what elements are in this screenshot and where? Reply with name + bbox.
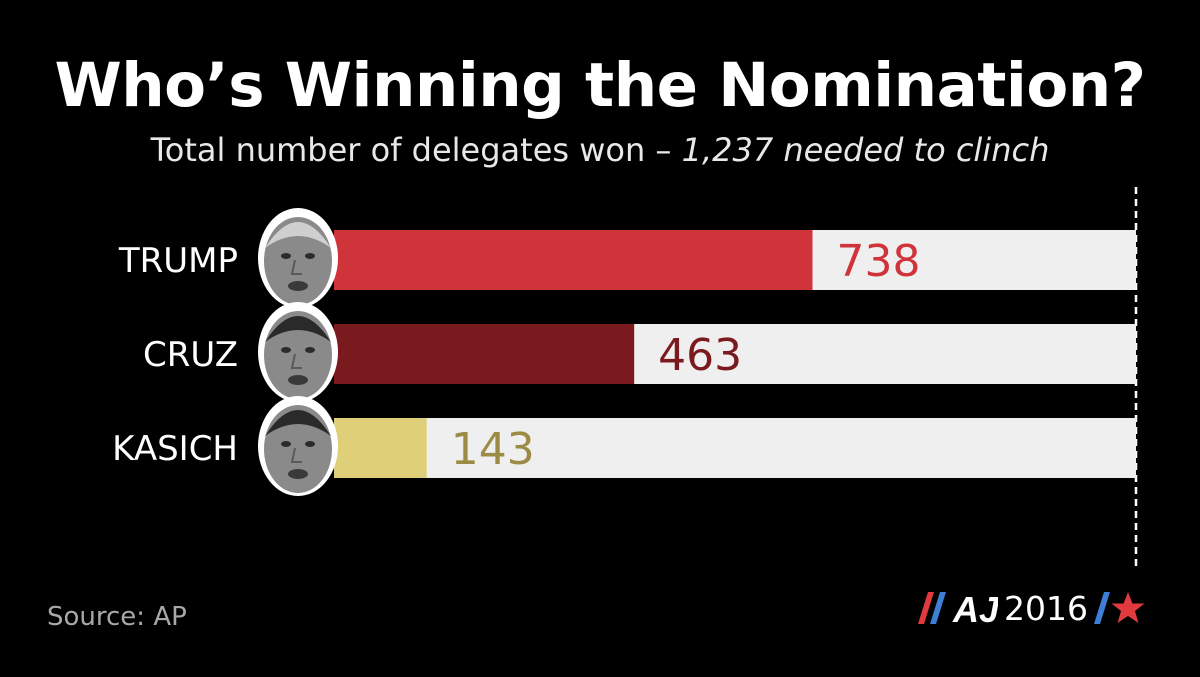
value-label: 143 xyxy=(451,424,535,475)
star-icon xyxy=(1111,592,1145,623)
bar-trump xyxy=(334,230,813,290)
cruz-face-icon xyxy=(258,302,338,402)
subtitle-main: Total number of delegates won – xyxy=(150,131,682,169)
aj-logo-text: AJ xyxy=(952,589,998,630)
category-label: CRUZ xyxy=(143,335,238,375)
bars-group: TRUMP 738 CRUZ 463 KASICH 143 xyxy=(112,208,1136,496)
source-note: Source: AP xyxy=(47,602,187,632)
aj-logo-icon: AJ xyxy=(952,589,998,630)
aj-2016-logo: AJ 2016 xyxy=(918,583,1146,633)
bar-track xyxy=(334,418,1136,478)
slash-stripes-icon xyxy=(1093,592,1110,624)
trump-face-icon xyxy=(258,208,338,308)
kasich-face-icon xyxy=(258,396,338,496)
category-label: KASICH xyxy=(112,429,238,469)
value-label: 463 xyxy=(658,330,742,381)
value-label: 738 xyxy=(836,236,920,287)
logo-year: 2016 xyxy=(1004,588,1088,628)
category-label: TRUMP xyxy=(118,241,238,281)
chart-title: Who’s Winning the Nomination? xyxy=(54,50,1146,121)
bar-cruz xyxy=(334,324,635,384)
chart-subtitle: Total number of delegates won – 1,237 ne… xyxy=(0,128,1200,172)
bar-kasich xyxy=(334,418,427,478)
slash-stripes-icon xyxy=(918,592,946,624)
subtitle-threshold-note: 1,237 needed to clinch xyxy=(681,131,1050,169)
